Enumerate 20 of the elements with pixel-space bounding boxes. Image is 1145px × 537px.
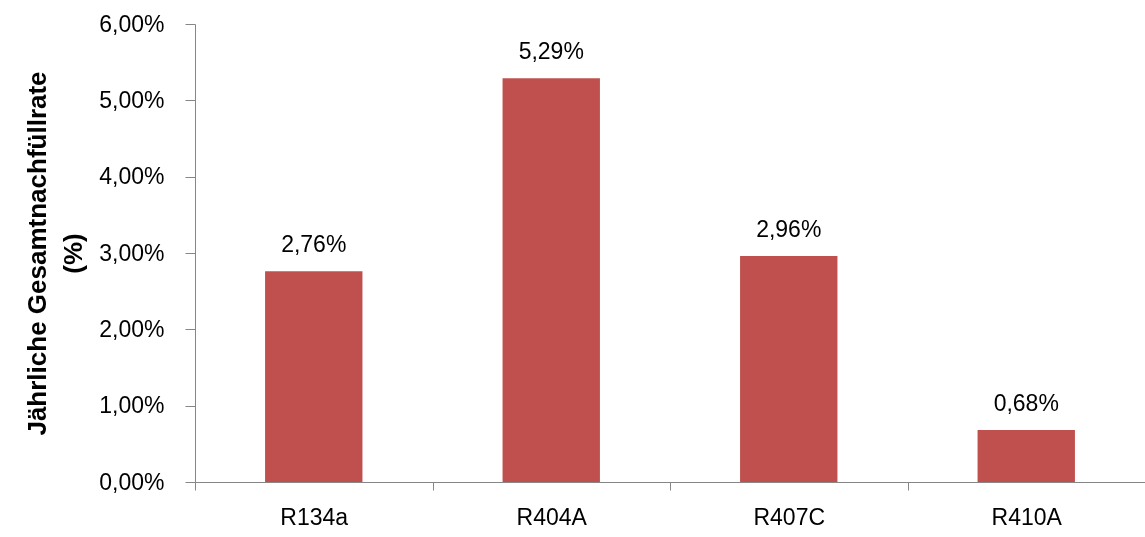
x-tick-label: R404A — [516, 503, 588, 530]
x-tick-label: R134a — [280, 503, 349, 530]
data-label: 2,76% — [281, 231, 347, 258]
y-axis-title: Jährliche Gesamtnachfüllrate (%) — [22, 71, 89, 436]
bar — [502, 78, 600, 482]
data-label: 0,68% — [993, 390, 1059, 417]
bar — [740, 256, 838, 482]
y-tick-label: 0,00% — [99, 468, 165, 495]
data-label: 2,96% — [756, 216, 822, 243]
bar — [977, 430, 1075, 482]
y-tick-label: 2,00% — [99, 315, 165, 342]
x-tick-label: R410A — [991, 503, 1063, 530]
data-label: 5,29% — [518, 38, 584, 65]
y-tick-label: 3,00% — [99, 239, 165, 266]
y-tick-label: 6,00% — [99, 10, 165, 37]
y-tick-label: 1,00% — [99, 392, 165, 419]
bar — [265, 271, 363, 482]
y-tick-label: 5,00% — [99, 86, 165, 113]
y-tick-label: 4,00% — [99, 163, 165, 190]
x-tick-label: R407C — [753, 503, 826, 530]
